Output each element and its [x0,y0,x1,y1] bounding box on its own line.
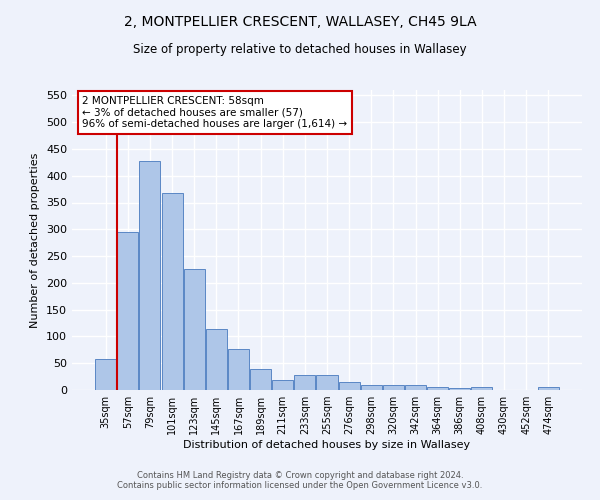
Bar [338,382,359,390]
Bar [383,384,404,390]
Bar [250,369,271,390]
Bar [95,360,116,390]
Text: 2, MONTPELLIER CRESCENT, WALLASEY, CH45 9LA: 2, MONTPELLIER CRESCENT, WALLASEY, CH45 … [124,15,476,29]
Text: Size of property relative to detached houses in Wallasey: Size of property relative to detached ho… [133,42,467,56]
X-axis label: Distribution of detached houses by size in Wallasey: Distribution of detached houses by size … [184,440,470,450]
Bar [139,160,160,390]
Y-axis label: Number of detached properties: Number of detached properties [31,152,40,328]
Bar [316,375,338,390]
Text: 2 MONTPELLIER CRESCENT: 58sqm
← 3% of detached houses are smaller (57)
96% of se: 2 MONTPELLIER CRESCENT: 58sqm ← 3% of de… [82,96,347,129]
Bar [118,232,139,390]
Bar [272,380,293,390]
Bar [161,194,182,390]
Bar [295,375,316,390]
Bar [538,388,559,390]
Bar [427,388,448,390]
Bar [184,269,205,390]
Bar [228,349,249,390]
Bar [405,384,426,390]
Bar [449,388,470,390]
Text: Contains HM Land Registry data © Crown copyright and database right 2024.
Contai: Contains HM Land Registry data © Crown c… [118,470,482,490]
Bar [206,329,227,390]
Bar [472,387,493,390]
Bar [361,384,382,390]
